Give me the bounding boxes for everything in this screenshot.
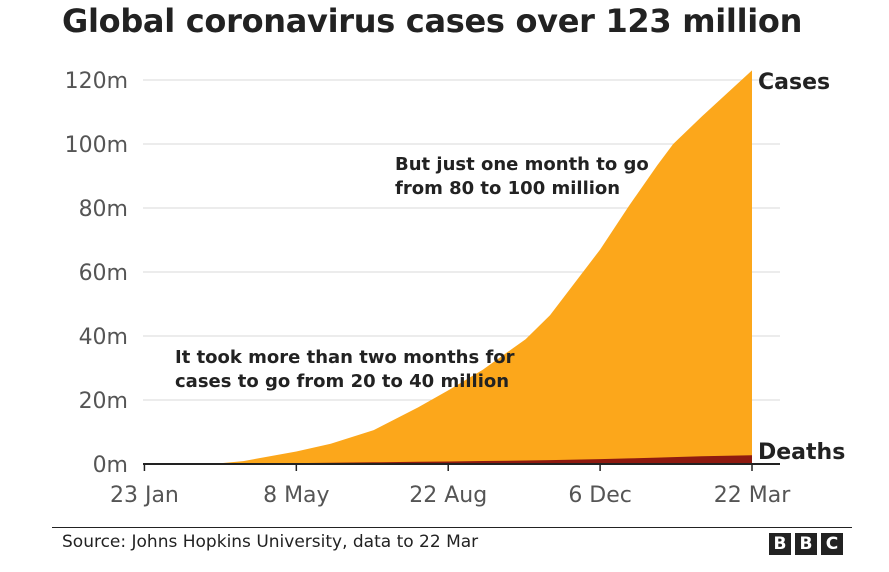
grid-lines bbox=[143, 79, 780, 401]
y-tick-label: 40m bbox=[79, 325, 128, 350]
x-tick-label: 23 Jan bbox=[110, 483, 179, 508]
y-tick-label: 120m bbox=[65, 69, 128, 94]
annotation-line: from 80 to 100 million bbox=[395, 178, 620, 199]
y-tick-label: 60m bbox=[79, 261, 128, 286]
y-tick-label: 80m bbox=[79, 197, 128, 222]
x-tick-label: 22 Mar bbox=[714, 483, 791, 508]
source-note: Source: Johns Hopkins University, data t… bbox=[62, 532, 479, 552]
series-label-cases: Cases bbox=[758, 70, 830, 95]
x-tick-label: 22 Aug bbox=[409, 483, 487, 508]
axes bbox=[143, 463, 780, 471]
x-tick-label: 8 May bbox=[263, 483, 329, 508]
annotation-line: cases to go from 20 to 40 million bbox=[175, 371, 509, 392]
y-tick-label: 100m bbox=[65, 133, 128, 158]
y-tick-label: 0m bbox=[93, 453, 128, 478]
annotation-line: But just one month to go bbox=[395, 154, 649, 175]
bbc-logo-letter: C bbox=[821, 533, 843, 555]
bbc-logo-letter: B bbox=[769, 533, 791, 555]
y-tick-label: 20m bbox=[79, 389, 128, 414]
labels: 0m 20m 40m 60m 80m 100m 120m 23 Jan 8 May 22 Aug 6… bbox=[65, 69, 846, 508]
x-tick-label: 6 Dec bbox=[568, 483, 632, 508]
annotation-line: It took more than two months for bbox=[175, 347, 515, 368]
cases-area bbox=[143, 70, 752, 465]
deaths-area bbox=[143, 455, 752, 464]
series-areas bbox=[143, 70, 752, 465]
bbc-logo: B B C bbox=[769, 533, 843, 555]
bbc-logo-letter: B bbox=[795, 533, 817, 555]
footer-divider bbox=[52, 527, 852, 528]
chart-title: Global coronavirus cases over 123 millio… bbox=[62, 2, 803, 40]
series-label-deaths: Deaths bbox=[758, 440, 845, 465]
